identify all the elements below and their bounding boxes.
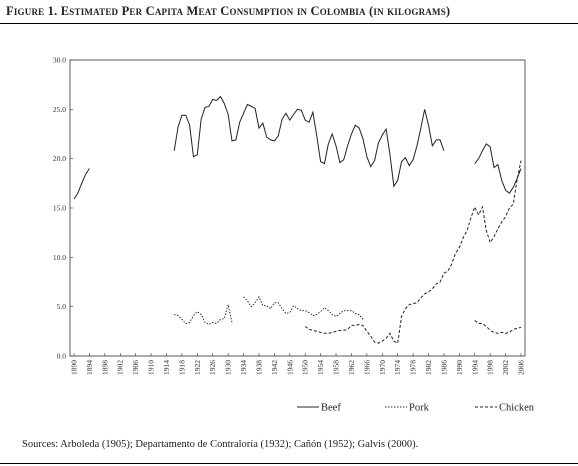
y-tick-label: 15.0 [53, 204, 66, 213]
x-tick-label: 1946 [285, 360, 294, 375]
x-tick-label: 1950 [301, 360, 310, 375]
legend-label-pork: Pork [409, 403, 430, 414]
pork-series-line [243, 295, 364, 320]
x-tick-label: 1930 [224, 360, 233, 375]
x-tick-label: 1926 [208, 360, 217, 375]
x-tick-label: 1970 [378, 360, 387, 375]
x-tick-label: 1914 [162, 360, 171, 375]
y-tick-label: 30.0 [53, 56, 66, 65]
x-tick-label: 1934 [239, 360, 248, 375]
beef-series-line [474, 143, 522, 194]
x-tick-label: 1958 [332, 360, 341, 375]
x-tick-label: 1986 [439, 360, 448, 375]
x-tick-label: 1966 [362, 360, 371, 375]
pork-series-line [174, 304, 233, 325]
y-tick-label: 20.0 [53, 154, 66, 163]
line-chart: 0.05.010.015.020.025.030.0 1890 1894 1898 1… [53, 56, 535, 414]
sources-note: Sources: Arboleda (1905); Departamento d… [22, 439, 419, 450]
x-tick-label: 1918 [177, 360, 186, 375]
y-axis: 0.0 5.0 10.0 15.0 20.0 25.0 30.0 [53, 56, 73, 361]
legend: Beef Pork Chicken [297, 403, 535, 414]
x-tick-label: 1994 [470, 360, 479, 375]
chicken-series-line [474, 320, 522, 334]
x-tick-label: 1962 [347, 360, 356, 375]
y-tick-label: 10.0 [53, 253, 66, 262]
figure-title: Figure 1. Estimated Per Capita Meat Cons… [6, 4, 451, 18]
x-tick-label: 1982 [424, 360, 433, 375]
legend-label-chicken: Chicken [499, 403, 535, 414]
x-tick-label: 1974 [393, 360, 402, 375]
chicken-series-line [304, 160, 522, 344]
x-tick-label: 1990 [455, 360, 464, 375]
y-tick-label: 25.0 [53, 105, 66, 114]
y-tick-label: 5.0 [57, 302, 67, 311]
x-tick-label: 1898 [100, 360, 109, 375]
x-tick-label: 2002 [501, 360, 510, 375]
legend-label-beef: Beef [321, 403, 341, 414]
x-tick-label: 1902 [116, 360, 125, 375]
beef-series-line [73, 168, 90, 200]
x-tick-label: 1998 [486, 360, 495, 375]
title-rule [0, 23, 578, 24]
x-tick-label: 1894 [85, 360, 94, 375]
x-tick-label: 2006 [517, 360, 526, 375]
y-tick-label: 0.0 [57, 352, 67, 361]
bottom-rule [0, 463, 578, 464]
x-tick-label: 1910 [147, 360, 156, 375]
plot-frame [69, 59, 526, 357]
x-tick-label: 1954 [316, 360, 325, 375]
series-layer [73, 95, 522, 344]
x-axis: 1890 1894 1898 1902 1906 1910 1914 1918 1922 1926… [70, 353, 526, 375]
x-tick-label: 1890 [70, 360, 79, 375]
x-tick-label: 1938 [254, 360, 263, 375]
x-tick-label: 1942 [270, 360, 279, 375]
beef-series-line [173, 95, 445, 188]
x-tick-label: 1922 [193, 360, 202, 375]
x-tick-label: 1978 [409, 360, 418, 375]
x-tick-label: 1906 [131, 360, 140, 375]
